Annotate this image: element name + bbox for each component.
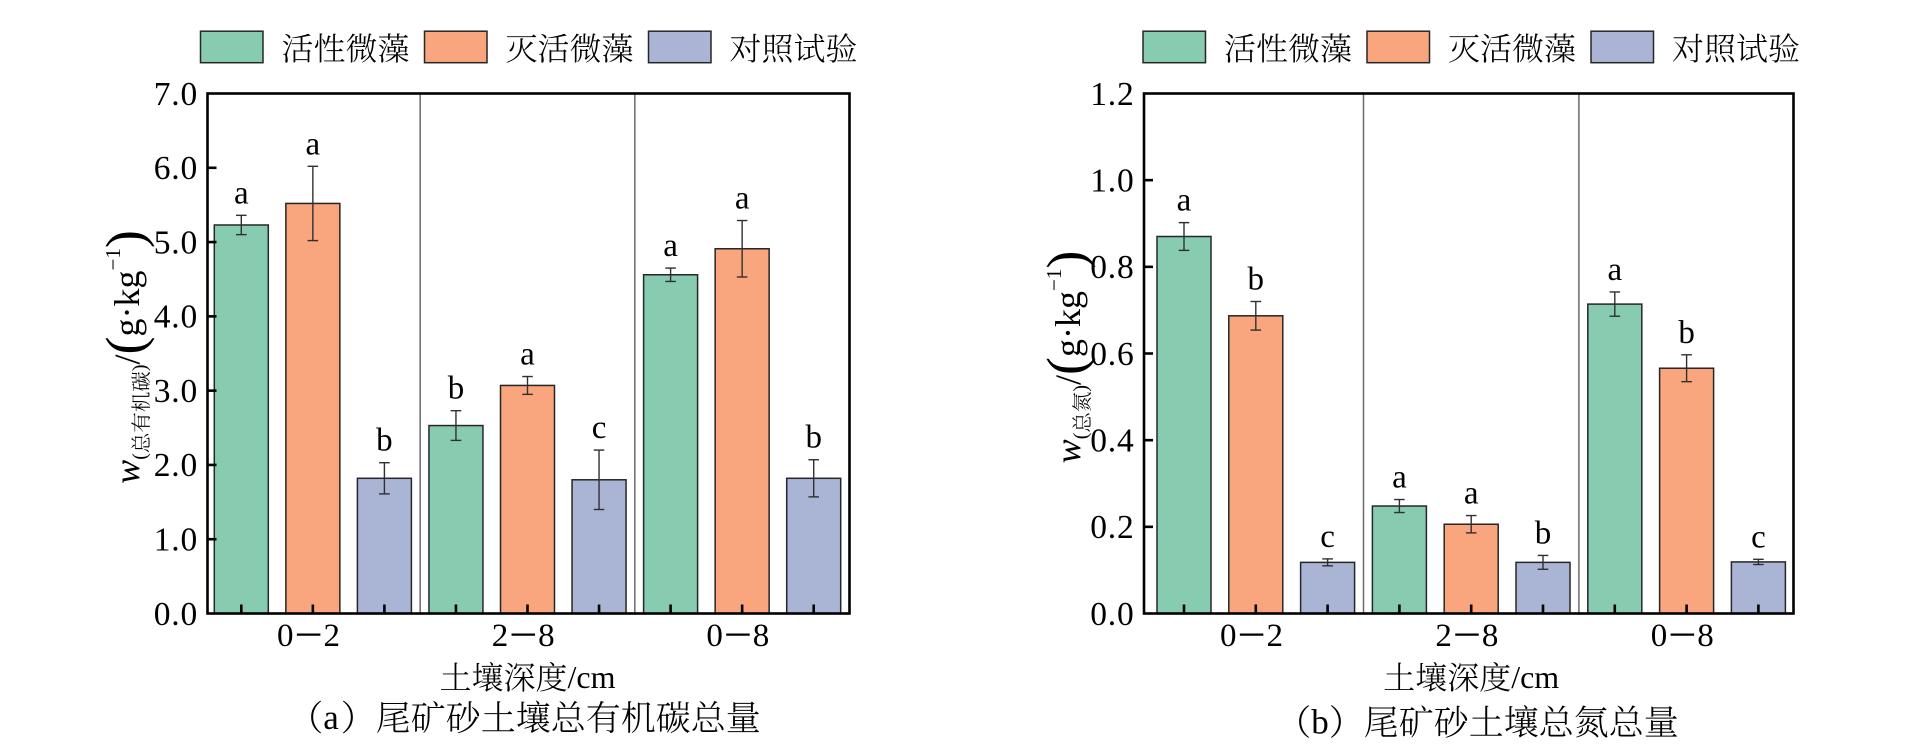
svg-text:a: a	[1392, 460, 1407, 496]
svg-text:0.0: 0.0	[1090, 596, 1134, 633]
svg-text:8: 8	[538, 618, 555, 654]
svg-text:2: 2	[324, 618, 341, 654]
svg-text:w: w	[1048, 439, 1088, 463]
svg-text:a: a	[735, 181, 750, 217]
svg-text:4.0: 4.0	[154, 299, 198, 336]
svg-text:2: 2	[1435, 618, 1452, 654]
svg-text:(: (	[1036, 357, 1096, 375]
svg-text:a: a	[234, 175, 249, 211]
svg-text:b: b	[1535, 515, 1552, 551]
svg-text:a: a	[520, 337, 535, 373]
svg-text:−1: −1	[1042, 269, 1066, 291]
svg-text:6.0: 6.0	[154, 150, 198, 187]
svg-text:b: b	[805, 420, 822, 456]
svg-text:b: b	[448, 371, 465, 407]
svg-text:8: 8	[1697, 618, 1714, 654]
svg-text:0: 0	[1220, 618, 1237, 654]
svg-text:0.0: 0.0	[154, 596, 198, 633]
svg-text:0: 0	[277, 618, 294, 654]
svg-text:1.2: 1.2	[1090, 76, 1134, 113]
svg-text:c: c	[1320, 519, 1335, 555]
svg-text:b: b	[376, 423, 393, 459]
svg-text:8: 8	[1482, 618, 1499, 654]
svg-text:2: 2	[1266, 618, 1283, 654]
svg-text:b: b	[1248, 262, 1265, 298]
svg-text:w: w	[107, 460, 147, 484]
svg-text:g·kg: g·kg	[107, 271, 147, 337]
svg-text:c: c	[592, 410, 607, 446]
svg-text:a: a	[1464, 476, 1479, 512]
svg-text:/cm: /cm	[568, 659, 616, 695]
svg-text:7.0: 7.0	[154, 76, 198, 113]
svg-text:0: 0	[706, 618, 723, 654]
svg-text:5.0: 5.0	[154, 224, 198, 261]
svg-text:c: c	[1751, 519, 1766, 555]
svg-text:/: /	[1048, 375, 1088, 385]
svg-text:a: a	[306, 126, 321, 162]
svg-text:/: /	[107, 354, 147, 364]
svg-text:8: 8	[753, 618, 770, 654]
svg-text:a: a	[663, 228, 678, 264]
svg-text:(: (	[95, 336, 155, 354]
svg-text:a: a	[1607, 252, 1622, 288]
svg-text:): )	[1070, 385, 1092, 392]
svg-text:(: (	[129, 453, 151, 460]
svg-text:0.6: 0.6	[1090, 336, 1134, 373]
svg-text:g·kg: g·kg	[1048, 291, 1088, 357]
svg-text:2.0: 2.0	[154, 447, 198, 484]
svg-text:−1: −1	[101, 248, 125, 270]
svg-text:b: b	[1678, 315, 1695, 351]
svg-text:): )	[95, 230, 155, 248]
svg-text:3.0: 3.0	[154, 373, 198, 410]
svg-text:a: a	[323, 698, 339, 737]
svg-text:): )	[1036, 251, 1096, 269]
svg-text:0.4: 0.4	[1090, 422, 1134, 459]
svg-text:a: a	[1177, 183, 1192, 219]
svg-text:/cm: /cm	[1511, 659, 1559, 695]
svg-text:0.2: 0.2	[1090, 509, 1134, 546]
svg-text:b: b	[1311, 703, 1329, 742]
svg-text:): )	[129, 364, 151, 371]
svg-text:1.0: 1.0	[1090, 162, 1134, 199]
svg-text:0.8: 0.8	[1090, 249, 1134, 286]
svg-text:(: (	[1070, 432, 1092, 439]
svg-text:1.0: 1.0	[154, 522, 198, 559]
svg-text:2: 2	[492, 618, 509, 654]
svg-text:0: 0	[1651, 618, 1668, 654]
